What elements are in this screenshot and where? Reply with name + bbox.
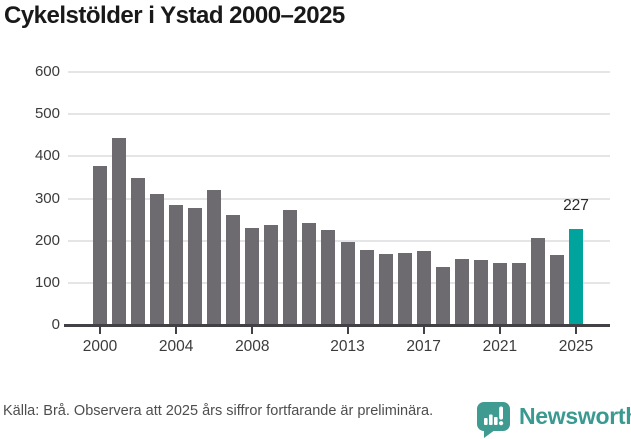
y-axis-label-400: 400 [34,147,60,165]
x-axis-label-2017: 2017 [406,338,441,355]
chart-title: Cykelstölder i Ystad 2000–2025 [4,2,345,29]
x-tick-2000 [99,327,101,334]
bar-2019 [454,258,469,325]
x-tick-2004 [175,327,178,334]
x-axis-label-2000: 2000 [82,338,118,355]
gridline-600 [68,71,610,73]
y-axis-label-500: 500 [34,105,60,123]
bar-2022 [511,263,526,325]
bar-2023 [530,237,545,325]
gridline-100 [68,281,610,284]
y-axis-label-100: 100 [34,273,60,291]
y-axis-label-600: 600 [34,63,60,80]
y-axis-label-200: 200 [34,231,60,249]
bar-2013 [340,242,355,325]
bar-2001 [112,137,127,325]
bar-2003 [150,193,165,325]
x-axis-label-2025: 2025 [558,338,594,355]
bar-2011 [302,223,317,325]
x-tick-2017 [422,327,425,334]
bar-2004 [169,204,184,325]
gridline-400 [68,155,610,158]
brand-name: Newsworthy [519,403,631,429]
bar-2006 [207,190,222,325]
bar-2024 [549,255,564,325]
bar-2025 [569,229,583,325]
bar-2010 [283,210,298,325]
x-axis-label-2008: 2008 [235,338,270,355]
bar-2008 [245,228,260,325]
newsworthy-logo[interactable]: Newsworthy [476,401,631,438]
gridline-300 [68,197,610,200]
highlight-value-label: 227 [563,197,589,214]
gridline-500 [68,113,610,116]
bar-2012 [321,229,336,325]
bar-2014 [359,249,374,325]
bar-2021 [492,263,507,325]
source-note: Källa: Brå. Observera att 2025 års siffr… [3,403,434,419]
x-tick-2021 [498,327,501,334]
x-tick-2025 [575,327,577,334]
x-tick-2008 [251,327,254,334]
gridline-200 [68,239,610,242]
x-axis-label-2004: 2004 [158,338,194,355]
x-axis-line [64,324,610,327]
x-axis-label-2013: 2013 [330,338,365,355]
bar-2009 [264,225,279,325]
y-axis-label-300: 300 [34,189,60,207]
bar-2016 [397,253,412,325]
x-tick-2013 [346,327,349,334]
bar-2005 [188,208,203,325]
bar-2000 [93,165,107,325]
bar-2002 [131,178,146,325]
newsworthy-speech-bubble-chart-icon [477,402,510,438]
y-axis-label-0: 0 [51,316,60,333]
bar-2020 [473,260,488,325]
bar-2017 [416,251,431,325]
bar-2018 [435,266,450,325]
bar-2015 [378,254,393,325]
x-axis-label-2021: 2021 [482,338,518,355]
bar-2007 [226,214,241,325]
